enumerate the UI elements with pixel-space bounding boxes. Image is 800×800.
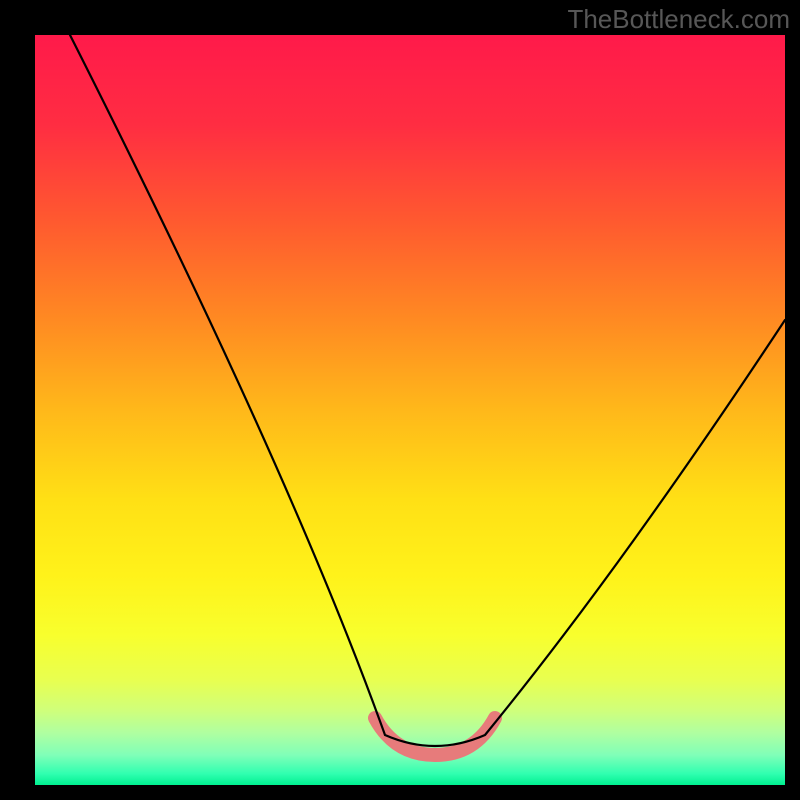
bottleneck-chart — [0, 0, 800, 800]
chart-container: TheBottleneck.com — [0, 0, 800, 800]
plot-area — [35, 35, 785, 785]
attribution-label: TheBottleneck.com — [567, 4, 790, 35]
